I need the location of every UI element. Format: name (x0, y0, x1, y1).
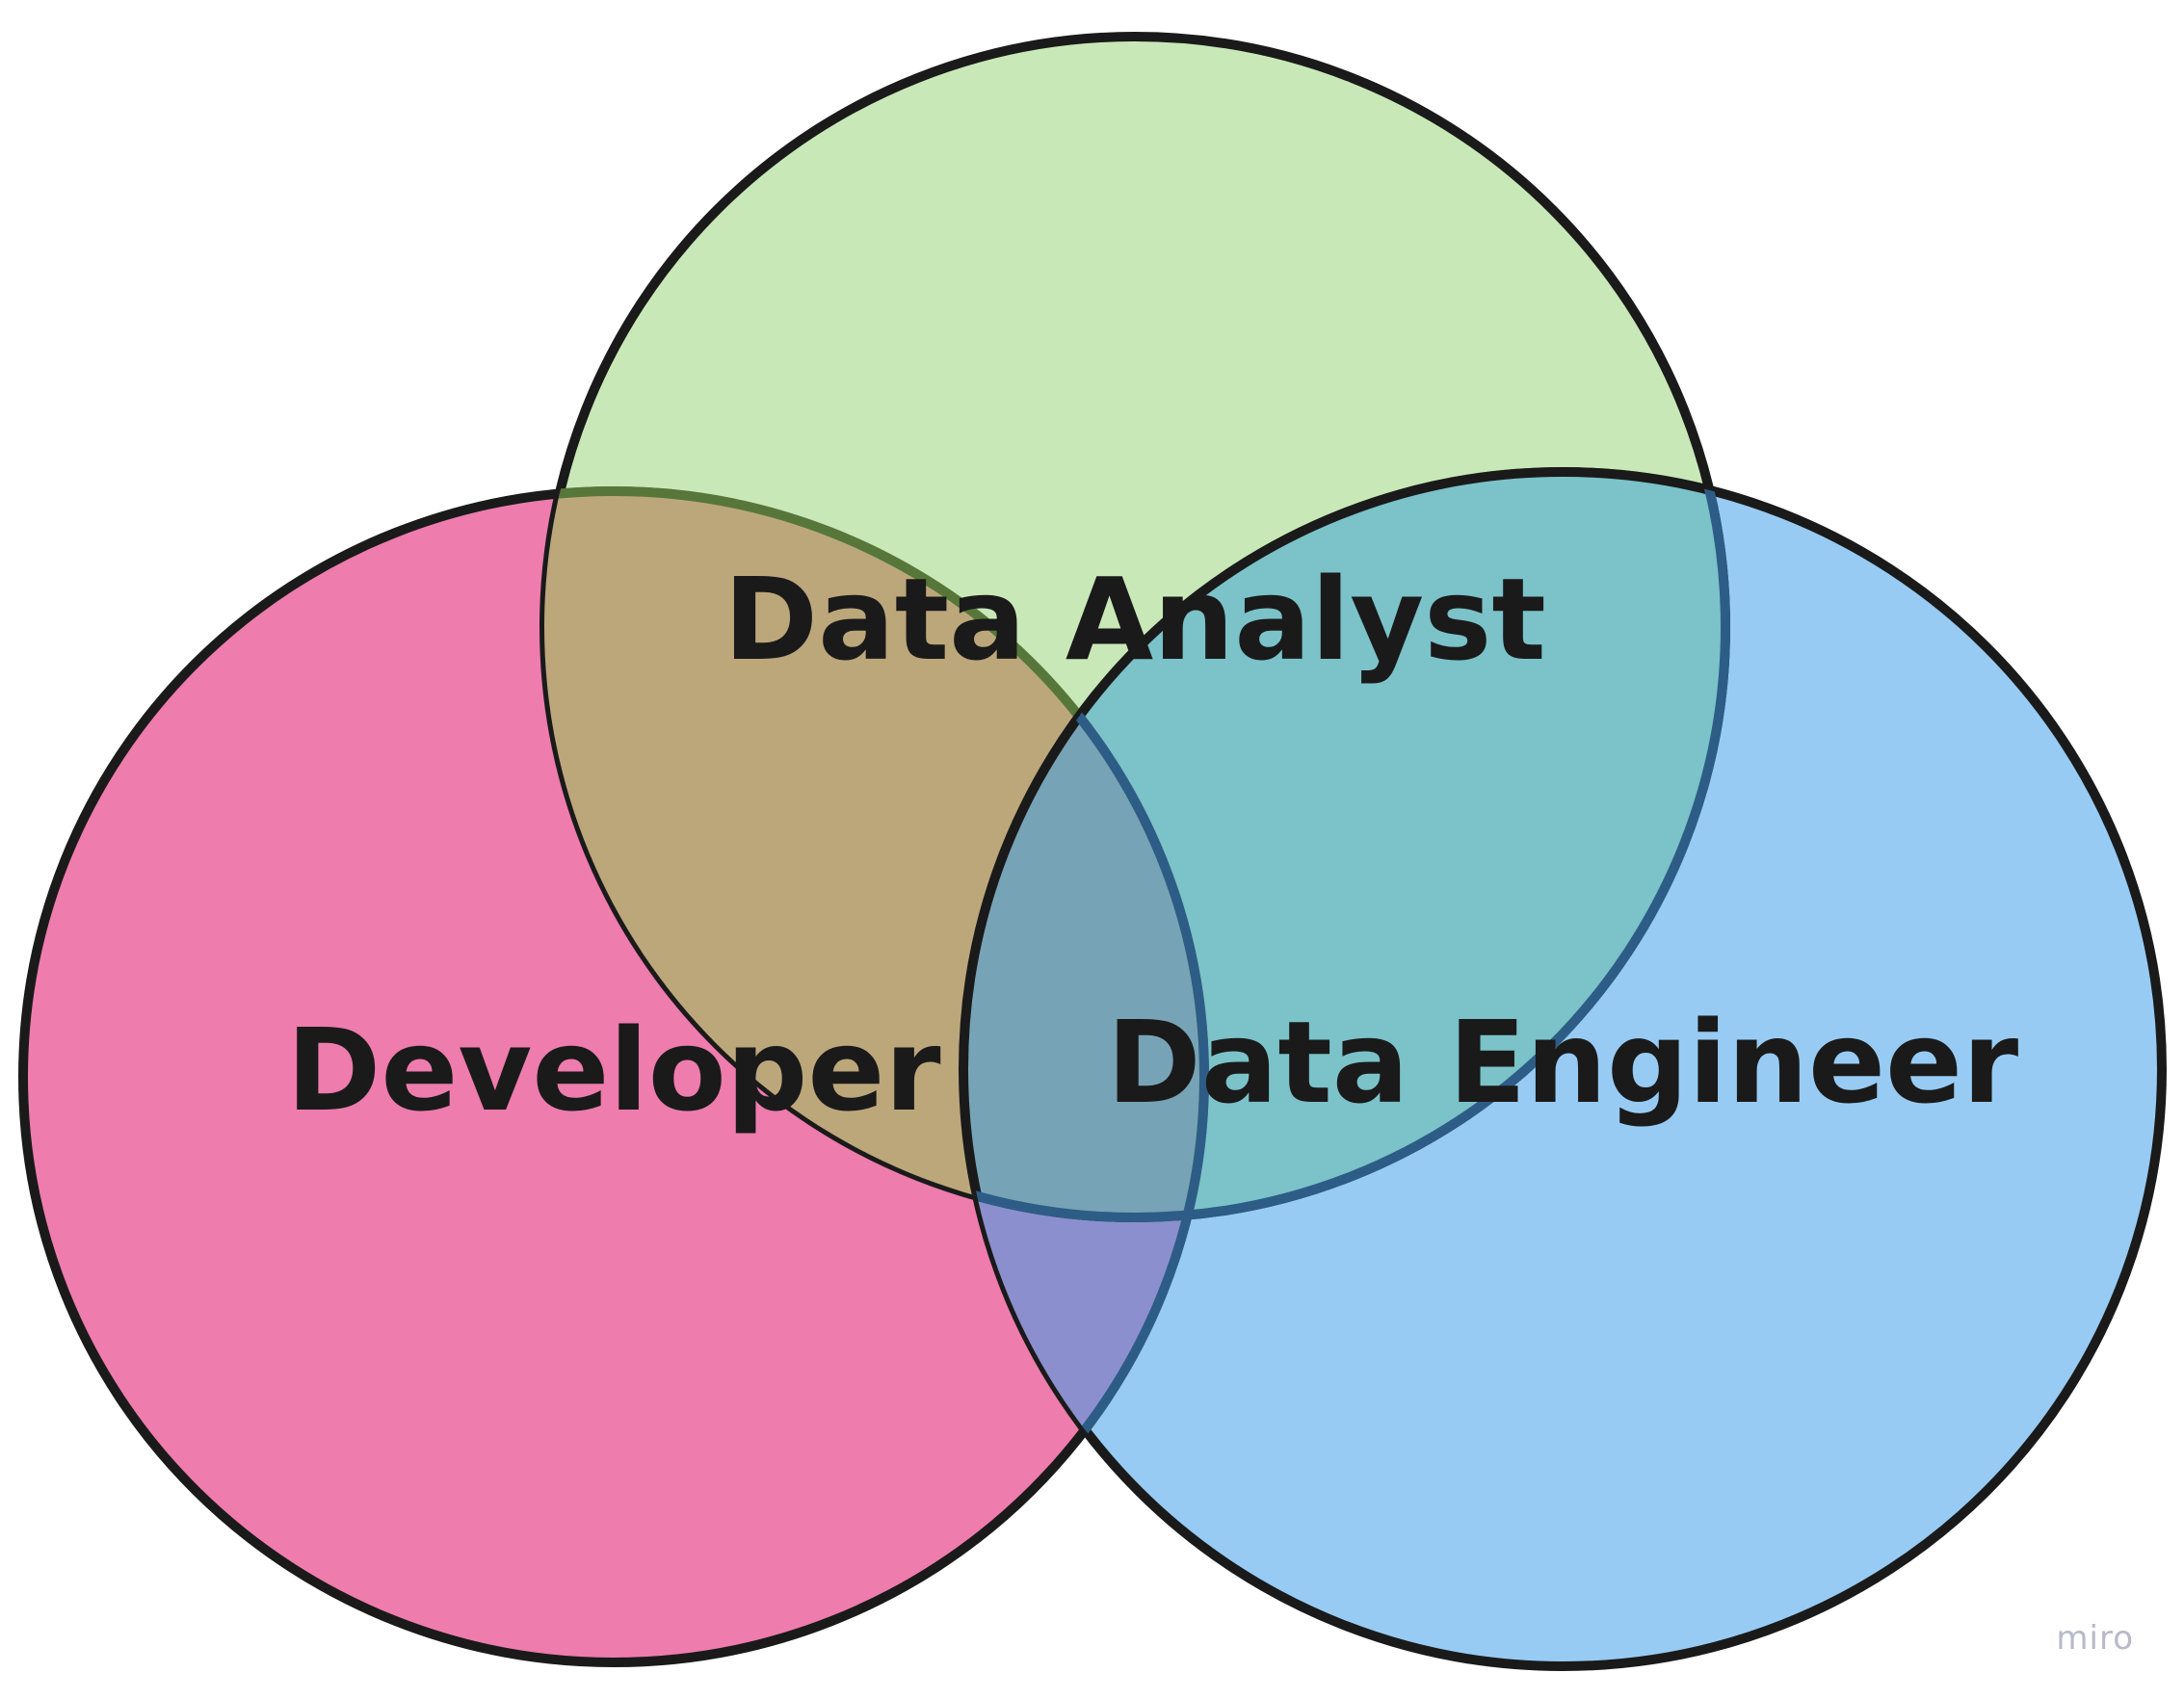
analyst-outline-in-engineer (963, 472, 1730, 1222)
label-developer: Developer (286, 1004, 940, 1137)
label-data-analyst: Data Analyst (724, 553, 1546, 686)
developer-outline-in-engineer (963, 486, 1209, 1666)
miro-watermark: miro (2056, 1619, 2134, 1658)
label-data-engineer: Data Engineer (1107, 996, 2018, 1129)
engineer-outline-tinted (959, 467, 1725, 1217)
